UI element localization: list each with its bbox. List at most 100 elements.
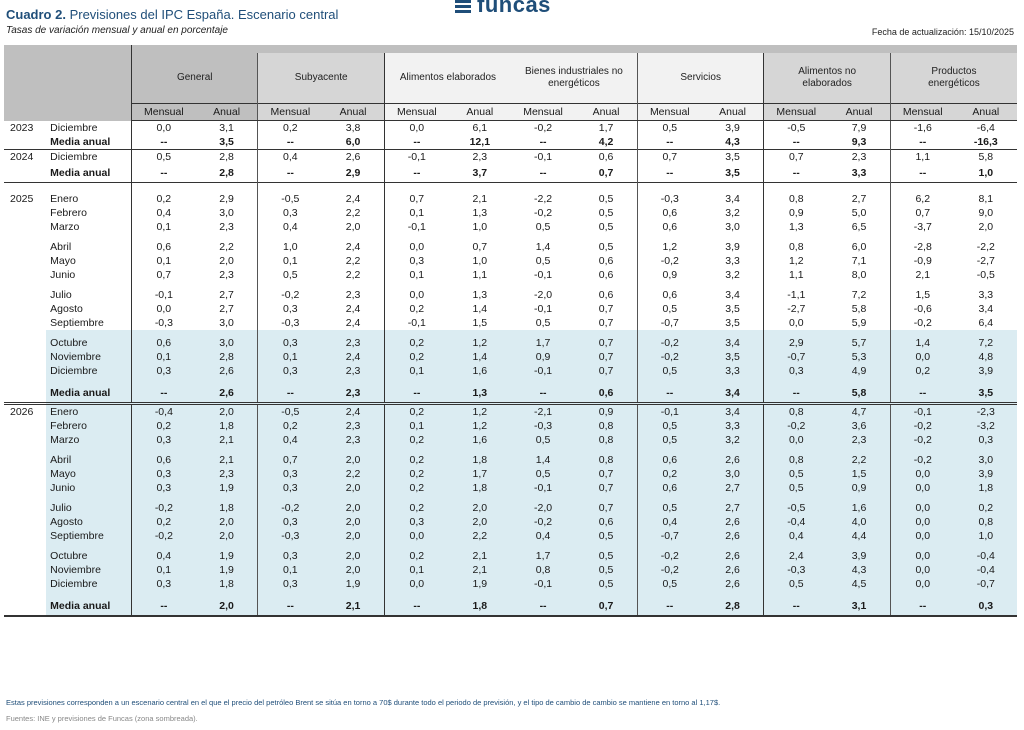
anual-value-cell: 12,1: [469, 136, 491, 148]
mensual-value-cell: 0,0: [383, 529, 449, 543]
mensual-value-cell: -0,3: [763, 563, 829, 577]
mensual-value-cell: --: [257, 384, 323, 404]
mensual-value-cell: 0,0: [383, 577, 449, 591]
anual-value-cell: 0,5: [598, 193, 614, 205]
anual-value-cell: 3,2: [725, 207, 740, 219]
month-label: Abril: [46, 453, 132, 467]
row-spacer: [4, 447, 1017, 453]
month-row: 2026 Enero -0,4 2,0 -0,5 2,4 0,2 1,2 -2,1 0,9 -0,1…: [4, 402, 1017, 419]
anual-value-cell: 7,1: [851, 255, 867, 267]
mensual-value-cell: -0,2: [510, 515, 576, 529]
anual-value-cell: 2,6: [701, 453, 764, 467]
mensual-value-cell: 0,2: [383, 501, 449, 515]
month-row: Mayo 0,1 2,0 0,1 2,2 0,3 1,0 0,5 0,6 -0,2 3,3 1,2 7,…: [4, 254, 1017, 268]
mensual-value-cell: 0,0: [383, 288, 449, 302]
anual-value-cell: 0,6: [598, 289, 614, 301]
anual-value-cell: 0,5: [598, 207, 614, 219]
anual-value-cell: 1,0: [978, 167, 994, 179]
mensual-value-cell: --: [763, 164, 829, 183]
anual-value-cell: 2,4: [345, 193, 361, 205]
anual-value-cell: 3,0: [954, 453, 1017, 467]
mensual-value-cell: 0,0: [889, 549, 955, 563]
footnote: Estas previsiones corresponden a un esce…: [6, 698, 721, 707]
anual-value-cell: 2,1: [195, 433, 258, 447]
mensual-value-cell: -1,6: [889, 120, 955, 135]
anual-value-cell: 2,6: [701, 563, 764, 577]
mensual-value-cell: --: [130, 384, 196, 404]
mensual-value-cell: -0,5: [763, 501, 829, 515]
mensual-value-cell: --: [889, 164, 955, 183]
anual-value-cell: 2,6: [701, 577, 764, 591]
anual-value-cell: 3,2: [725, 269, 740, 281]
anual-value-cell: 4,5: [828, 577, 891, 591]
mensual-value-cell: -0,3: [257, 529, 323, 543]
month-label: Diciembre: [46, 577, 132, 591]
anual-value-cell: 6,0: [345, 136, 361, 148]
mensual-value-cell: 1,4: [535, 241, 551, 253]
mensual-value-cell: -2,0: [534, 289, 553, 301]
mensual-value-cell: 0,1: [130, 220, 196, 234]
anual-value-cell: 2,3: [828, 433, 891, 447]
mensual-value-cell: -0,2: [534, 207, 553, 219]
anual-value-cell: 1,8: [195, 419, 258, 433]
year-label: 2024: [4, 149, 47, 164]
row-spacer: [4, 234, 1017, 240]
anual-value-cell: 3,1: [219, 122, 234, 134]
subheader-anual: Anual: [575, 103, 638, 121]
anual-value-cell: 3,3: [978, 289, 994, 301]
mensual-value-cell: --: [257, 135, 323, 150]
anual-value-cell: 3,4: [725, 289, 740, 301]
anual-value-cell: 2,6: [322, 149, 385, 164]
anual-value-cell: 1,5: [472, 317, 488, 329]
mensual-value-cell: 0,3: [257, 467, 323, 481]
mensual-value-cell: 0,6: [636, 288, 702, 302]
mensual-value-cell: -0,4: [763, 515, 829, 529]
column-subheader-row: Mensual Anual Mensual Anual Mensual Anual Mens…: [4, 103, 1017, 121]
month-label: Junio: [46, 481, 132, 495]
month-label: Marzo: [46, 433, 132, 447]
anual-value-cell: 0,5: [575, 549, 638, 563]
anual-value-cell: -16,3: [973, 136, 998, 148]
row-label-header: [4, 53, 132, 104]
anual-value-cell: 1,1: [472, 269, 488, 281]
mensual-value-cell: 0,1: [130, 350, 196, 364]
mensual-value-cell: 0,9: [510, 350, 576, 364]
anual-value-cell: 1,0: [472, 221, 488, 233]
mensual-value-cell: -0,2: [257, 288, 323, 302]
anual-value-cell: 1,6: [828, 501, 891, 515]
mensual-value-cell: -0,1: [510, 149, 576, 164]
mensual-value-cell: -0,4: [130, 402, 196, 419]
anual-value-cell: 3,3: [701, 364, 764, 378]
month-row: Agosto 0,0 2,7 0,3 2,4 0,2 1,4 -0,1 0,7 0,5 3,5 -2,…: [4, 302, 1017, 316]
anual-value-cell: 3,9: [725, 122, 740, 134]
anual-value-cell: 1,9: [322, 577, 385, 591]
year-label: [4, 419, 46, 433]
anual-value-cell: 3,4: [725, 193, 740, 205]
year-label: [4, 302, 46, 316]
anual-value-cell: 3,4: [701, 384, 764, 404]
mensual-value-cell: -0,1: [510, 577, 576, 591]
anual-value-cell: 3,4: [701, 336, 764, 350]
anual-value-cell: 1,3: [472, 289, 488, 301]
month-row: Noviembre 0,1 2,8 0,1 2,4 0,2 1,4 0,9 0,7 -0,2 3,5…: [4, 350, 1017, 364]
mensual-value-cell: -0,5: [257, 402, 323, 419]
anual-value-cell: 3,9: [954, 364, 1017, 378]
mensual-value-cell: -0,3: [130, 316, 196, 330]
anual-value-cell: -2,7: [976, 255, 995, 267]
mensual-value-cell: --: [510, 597, 576, 617]
mensual-value-cell: 0,0: [763, 433, 829, 447]
mensual-value-cell: 1,4: [889, 336, 955, 350]
anual-value-cell: 6,1: [472, 122, 488, 134]
anual-value-cell: 2,9: [345, 167, 361, 179]
subheader-mensual: Mensual: [889, 103, 955, 121]
anual-value-cell: 2,0: [195, 515, 258, 529]
year-label: [4, 597, 47, 617]
anual-value-cell: 1,0: [954, 529, 1017, 543]
year-label: 2026: [4, 402, 47, 419]
mensual-value-cell: --: [636, 384, 702, 404]
mensual-value-cell: 0,0: [383, 240, 449, 254]
anual-value-cell: 2,9: [219, 193, 234, 205]
mensual-value-cell: 0,2: [383, 433, 449, 447]
year-label: [4, 481, 46, 495]
mensual-value-cell: 0,6: [636, 453, 702, 467]
